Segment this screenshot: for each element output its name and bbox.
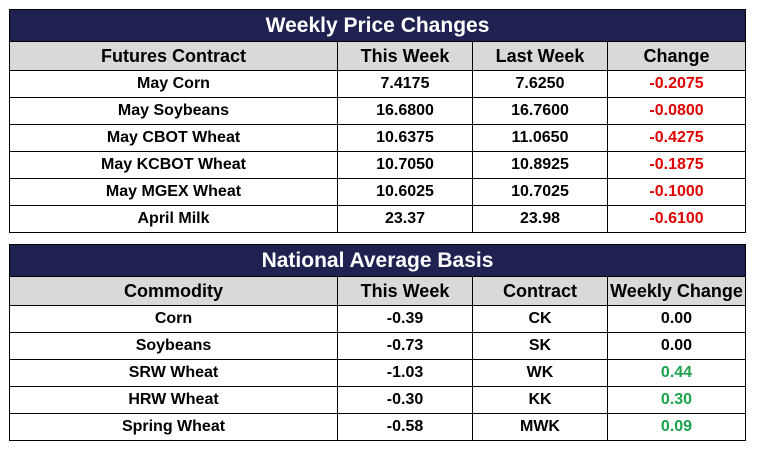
contract-cell: WK <box>472 359 608 387</box>
table-row: Soybeans -0.73 SK 0.00 <box>9 332 746 360</box>
this-week-cell: -1.03 <box>337 359 473 387</box>
last-week-cell: 10.7025 <box>472 178 608 206</box>
weekly-change-cell: 0.00 <box>607 332 746 360</box>
weekly-change-cell: 0.00 <box>607 305 746 333</box>
this-week-cell: 10.7050 <box>337 151 473 179</box>
last-week-cell: 23.98 <box>472 205 608 233</box>
commodity-cell: SRW Wheat <box>9 359 338 387</box>
commodity-cell: Spring Wheat <box>9 413 338 441</box>
this-week-cell: 16.6800 <box>337 97 473 125</box>
this-week-cell: -0.30 <box>337 386 473 414</box>
change-cell: -0.1875 <box>606 151 747 179</box>
contract-cell: SK <box>472 332 608 360</box>
contract-cell: May MGEX Wheat <box>9 178 338 206</box>
this-week-cell: 10.6025 <box>337 178 473 206</box>
weekly-change-cell: 0.09 <box>607 413 746 441</box>
change-cell: -0.6100 <box>606 205 747 233</box>
this-week-cell: -0.73 <box>337 332 473 360</box>
column-header-last-week: Last Week <box>472 41 608 71</box>
commodity-cell: Soybeans <box>9 332 338 360</box>
this-week-cell: -0.39 <box>337 305 473 333</box>
commodity-cell: HRW Wheat <box>9 386 338 414</box>
last-week-cell: 16.7600 <box>472 97 608 125</box>
this-week-cell: 23.37 <box>337 205 473 233</box>
this-week-cell: -0.58 <box>337 413 473 441</box>
contract-cell: May KCBOT Wheat <box>9 151 338 179</box>
contract-cell: May Corn <box>9 70 338 98</box>
table-title: Weekly Price Changes <box>8 9 747 42</box>
table-row: HRW Wheat -0.30 KK 0.30 <box>9 386 746 414</box>
change-cell: -0.4275 <box>606 124 747 152</box>
contract-cell: May Soybeans <box>9 97 338 125</box>
national-average-basis-table: National Average Basis Commodity This We… <box>9 244 746 441</box>
column-header-this-week: This Week <box>337 41 473 71</box>
this-week-cell: 10.6375 <box>337 124 473 152</box>
last-week-cell: 10.8925 <box>472 151 608 179</box>
table-row: May Soybeans 16.6800 16.7600 -0.0800 <box>9 97 747 125</box>
table-row: April Milk 23.37 23.98 -0.6100 <box>9 205 747 233</box>
contract-cell: CK <box>472 305 608 333</box>
this-week-cell: 7.4175 <box>337 70 473 98</box>
weekly-change-cell: 0.30 <box>607 386 746 414</box>
table-row: May Corn 7.4175 7.6250 -0.2075 <box>9 70 747 98</box>
change-cell: -0.0800 <box>606 97 747 125</box>
weekly-price-changes-table: Weekly Price Changes Futures Contract Th… <box>8 9 747 233</box>
column-header-weekly-change: Weekly Change <box>607 276 746 306</box>
weekly-change-cell: 0.44 <box>607 359 746 387</box>
contract-cell: MWK <box>472 413 608 441</box>
last-week-cell: 7.6250 <box>472 70 608 98</box>
table-row: May KCBOT Wheat 10.7050 10.8925 -0.1875 <box>9 151 747 179</box>
contract-cell: May CBOT Wheat <box>9 124 338 152</box>
table-row: Corn -0.39 CK 0.00 <box>9 305 746 333</box>
contract-cell: KK <box>472 386 608 414</box>
table-row: SRW Wheat -1.03 WK 0.44 <box>9 359 746 387</box>
last-week-cell: 11.0650 <box>472 124 608 152</box>
table-title: National Average Basis <box>9 244 746 277</box>
change-cell: -0.2075 <box>606 70 747 98</box>
column-header-futures-contract: Futures Contract <box>9 41 338 71</box>
table-row: Spring Wheat -0.58 MWK 0.09 <box>9 413 746 441</box>
change-cell: -0.1000 <box>606 178 747 206</box>
contract-cell: April Milk <box>9 205 338 233</box>
column-header-commodity: Commodity <box>9 276 338 306</box>
column-header-contract: Contract <box>472 276 608 306</box>
commodity-cell: Corn <box>9 305 338 333</box>
column-header-change: Change <box>606 41 747 71</box>
column-header-this-week: This Week <box>337 276 473 306</box>
table-row: May CBOT Wheat 10.6375 11.0650 -0.4275 <box>9 124 747 152</box>
table-row: May MGEX Wheat 10.6025 10.7025 -0.1000 <box>9 178 747 206</box>
